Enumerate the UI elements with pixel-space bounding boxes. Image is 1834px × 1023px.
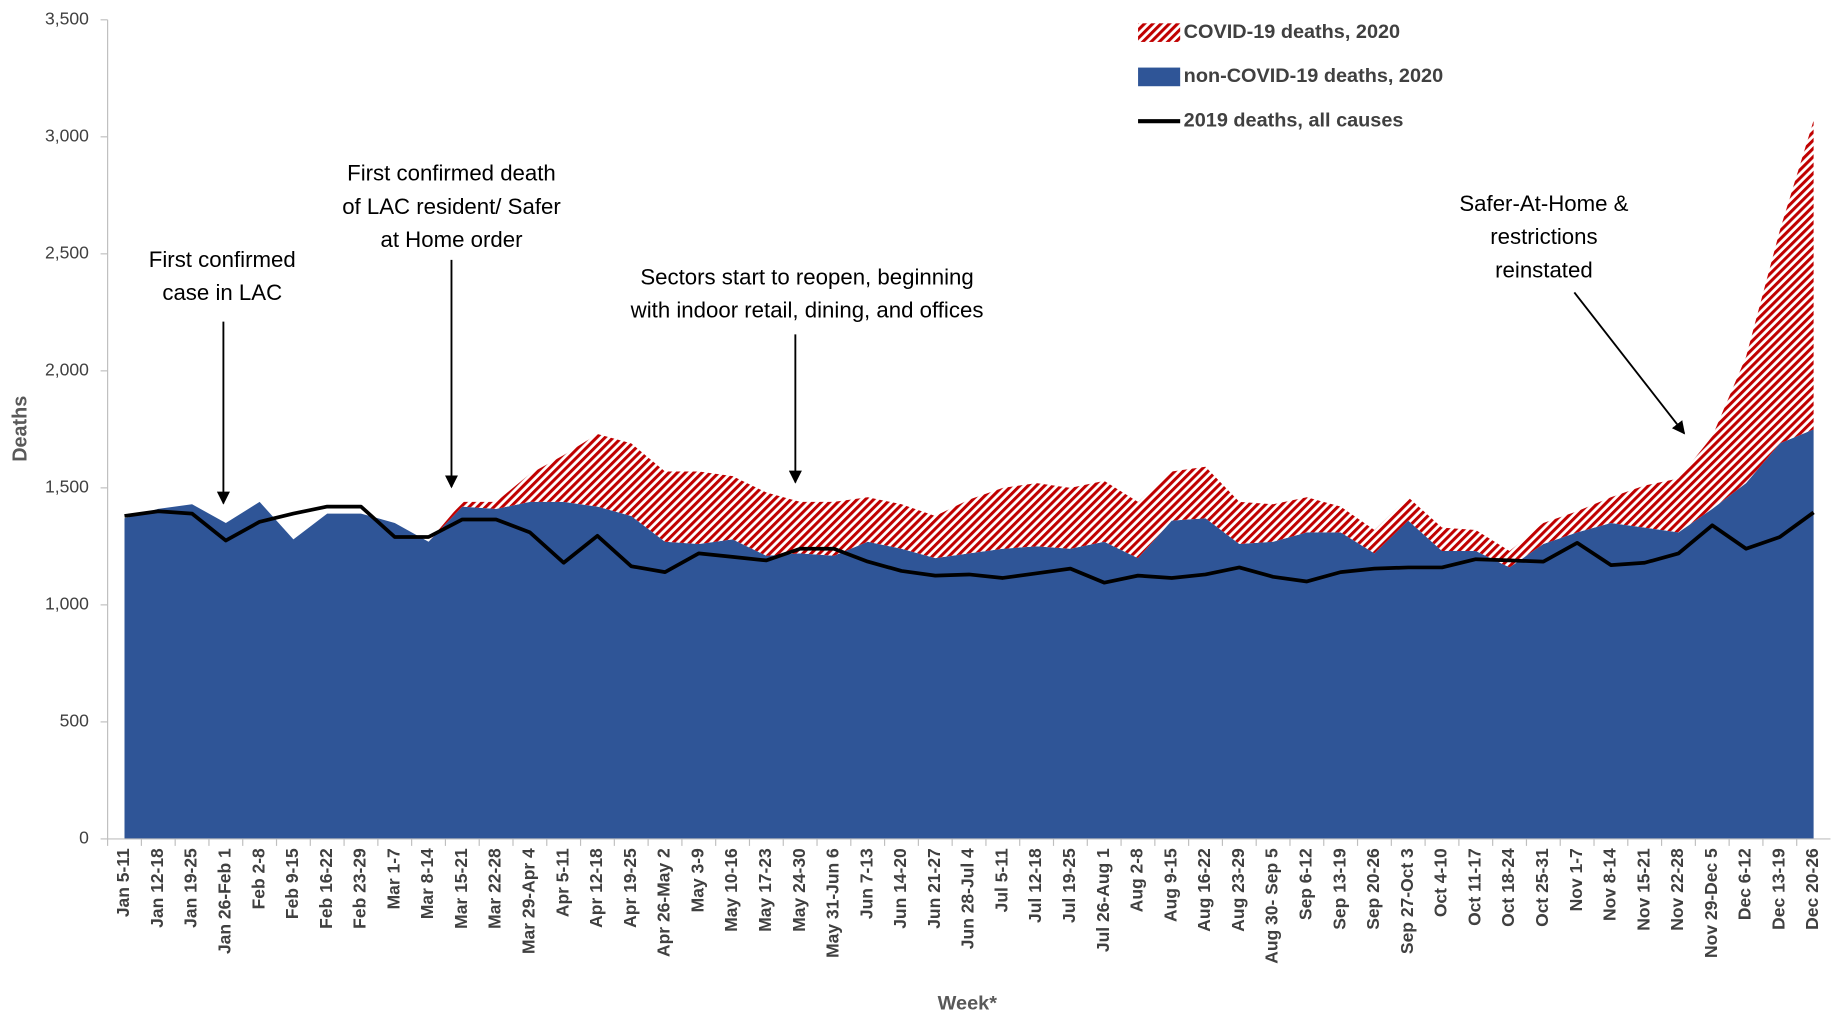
x-tick-label: Nov 22-28 xyxy=(1667,848,1687,931)
y-tick-label: 2,500 xyxy=(45,242,89,262)
annotation-text: Safer-At-Home & xyxy=(1459,191,1628,216)
legend-swatch xyxy=(1138,67,1181,87)
x-tick-label: Sep 20-26 xyxy=(1363,848,1383,930)
y-tick-label: 0 xyxy=(79,828,89,848)
plot-area: 0 500 1,000 1,500 2,000 2,500 3,000 3,500 Jan 5-… xyxy=(45,8,1831,964)
annotation-text: at Home order xyxy=(380,227,523,252)
x-tick-label: Aug 2-8 xyxy=(1127,848,1147,912)
x-tick-label: Jun 21-27 xyxy=(924,848,944,929)
area-1 xyxy=(124,120,1814,568)
x-tick-label: Jun 28-Jul 4 xyxy=(958,848,978,949)
annotation-text: reinstated xyxy=(1495,257,1593,282)
x-tick-label: Mar 22-28 xyxy=(485,848,505,929)
x-tick-label: Feb 2-8 xyxy=(248,848,268,909)
legend-label: COVID-19 deaths, 2020 xyxy=(1184,21,1400,43)
x-tick-label: Dec 6-12 xyxy=(1735,848,1755,920)
annotation-text: with indoor retail, dining, and offices xyxy=(630,298,984,323)
x-tick-label: Jul 5-11 xyxy=(991,848,1011,912)
annotation-text: First confirmed xyxy=(149,247,296,272)
x-tick-label: Apr 12-18 xyxy=(586,848,606,928)
legend-label: 2019 deaths, all causes xyxy=(1184,109,1404,131)
y-tick-label: 1,000 xyxy=(45,594,89,614)
x-tick-label: Jan 5-11 xyxy=(113,848,133,917)
x-tick-label: Jun 7-13 xyxy=(856,848,876,919)
x-tick-label: Jul 26-Aug 1 xyxy=(1093,848,1113,952)
y-tick-label: 500 xyxy=(60,711,90,731)
legend-label: non-COVID-19 deaths, 2020 xyxy=(1184,65,1443,87)
x-tick-label: Mar 1-7 xyxy=(383,848,403,909)
x-tick-label: Mar 29-Apr 4 xyxy=(518,848,538,954)
x-tick-label: Oct 11-17 xyxy=(1464,848,1484,926)
annotation-arrow xyxy=(1573,291,1686,435)
x-tick-label: Jul 12-18 xyxy=(1025,848,1045,923)
line-2019 xyxy=(124,504,1815,585)
x-tick-label: Aug 23-29 xyxy=(1228,848,1248,932)
x-tick-label: Dec 20-26 xyxy=(1802,848,1822,930)
x-tick-label: Apr 5-11 xyxy=(552,848,572,917)
x-tick-label: Oct 25-31 xyxy=(1532,848,1552,927)
x-tick-label: May 31-Jun 6 xyxy=(823,848,843,958)
y-tick-label: 1,500 xyxy=(45,477,89,497)
x-tick-label: Sep 6-12 xyxy=(1295,848,1315,920)
y-tick-label: 3,000 xyxy=(45,125,89,145)
x-tick-label: Feb 9-15 xyxy=(282,848,302,919)
x-tick-label: May 17-23 xyxy=(755,848,775,932)
annotation-text: First confirmed death xyxy=(347,161,556,186)
x-tick-label: Apr 26-May 2 xyxy=(654,848,674,957)
x-tick-label: Aug 16-22 xyxy=(1194,848,1214,932)
y-axis-title: Deaths xyxy=(9,396,31,462)
x-tick-label: Mar 8-14 xyxy=(417,848,437,919)
x-tick-label: Jun 14-20 xyxy=(890,848,910,929)
annotation-text: restrictions xyxy=(1490,224,1597,249)
y-tick-label: 2,000 xyxy=(45,359,89,379)
x-tick-label: Mar 15-21 xyxy=(451,848,471,929)
x-tick-label: Oct 18-24 xyxy=(1498,848,1518,927)
x-tick-label: Nov 15-21 xyxy=(1633,848,1653,931)
x-tick-label: Jan 19-25 xyxy=(181,848,201,928)
x-tick-label: Nov 1-7 xyxy=(1566,848,1586,911)
x-tick-label: May 3-9 xyxy=(687,848,707,912)
legend-swatch xyxy=(1138,23,1181,42)
annotation-text: of LAC resident/ Safer xyxy=(342,194,561,219)
x-axis-title: Week* xyxy=(938,993,998,1015)
area-0 xyxy=(124,429,1814,839)
x-tick-label: Jul 19-25 xyxy=(1059,848,1079,923)
annotation-text: Sectors start to reopen, beginning xyxy=(640,264,973,289)
x-tick-label: Jan 12-18 xyxy=(147,848,167,928)
x-tick-label: May 10-16 xyxy=(721,848,741,932)
x-tick-label: Aug 9-15 xyxy=(1160,848,1180,922)
x-tick-label: Feb 16-22 xyxy=(316,848,336,929)
x-tick-label: Nov 8-14 xyxy=(1600,848,1620,921)
x-tick-label: May 24-30 xyxy=(789,848,809,932)
annotation-text: case in LAC xyxy=(162,280,282,305)
x-tick-label: Sep 13-19 xyxy=(1329,848,1349,930)
x-tick-label: Sep 27-Oct 3 xyxy=(1397,848,1417,954)
x-tick-label: Dec 13-19 xyxy=(1768,848,1788,930)
x-tick-label: Apr 19-25 xyxy=(620,848,640,928)
x-tick-label: Feb 23-29 xyxy=(350,848,370,929)
x-tick-label: Oct 4-10 xyxy=(1431,848,1451,917)
x-tick-label: Aug 30- Sep 5 xyxy=(1262,848,1282,964)
y-tick-label: 3,500 xyxy=(45,8,89,28)
x-tick-label: Jan 26-Feb 1 xyxy=(214,848,234,954)
x-tick-label: Nov 29-Dec 5 xyxy=(1701,848,1721,958)
